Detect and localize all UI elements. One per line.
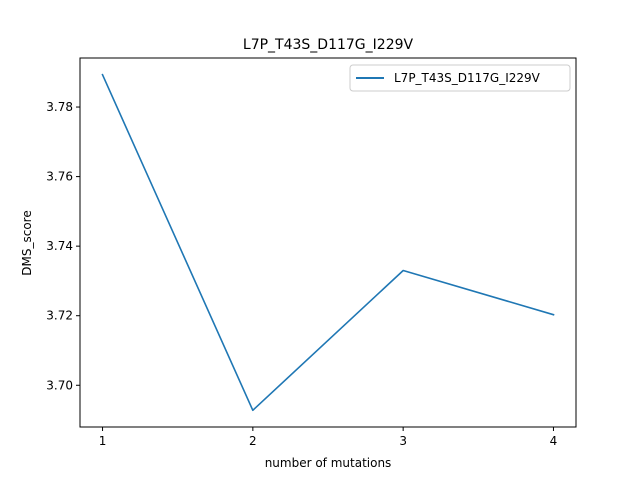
legend: L7P_T43S_D117G_I229V — [350, 65, 570, 91]
chart-title: L7P_T43S_D117G_I229V — [243, 37, 414, 53]
x-tick-label: 4 — [550, 434, 558, 448]
x-axis-label: number of mutations — [265, 456, 392, 470]
y-tick-label: 3.78 — [46, 100, 73, 114]
y-axis-label: DMS_score — [20, 210, 34, 275]
x-tick-label: 3 — [399, 434, 407, 448]
y-tick-label: 3.72 — [46, 309, 73, 323]
x-tick-label: 1 — [99, 434, 107, 448]
y-tick-label: 3.70 — [46, 378, 73, 392]
y-tick-label: 3.76 — [46, 170, 73, 184]
y-tick-label: 3.74 — [46, 239, 73, 253]
x-tick-label: 2 — [249, 434, 257, 448]
legend-label: L7P_T43S_D117G_I229V — [394, 71, 541, 85]
